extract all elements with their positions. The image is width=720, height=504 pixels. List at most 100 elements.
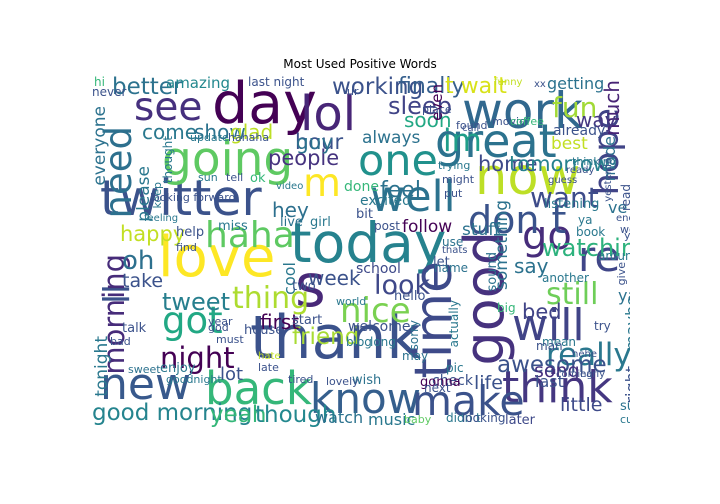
word-great: great	[435, 114, 557, 168]
word-never: never	[92, 85, 127, 99]
word-didn-t: didn t	[446, 411, 481, 425]
word-talk: talk	[122, 321, 147, 336]
word-come: come	[142, 120, 198, 144]
word-coffee: coffee	[510, 115, 544, 128]
word-lol: lol	[300, 86, 357, 142]
word-know: know	[310, 374, 421, 423]
word-already: already	[553, 123, 606, 139]
word-hahaha: hahaha	[228, 131, 270, 144]
word-watch: watch	[315, 408, 364, 427]
word-might: might	[442, 173, 475, 186]
word-cute: cute	[620, 413, 630, 426]
word-little: little	[560, 394, 603, 416]
word-last: last	[535, 372, 564, 391]
word-two: two	[292, 279, 316, 294]
word-got: got	[162, 299, 223, 342]
word-life: life	[474, 372, 503, 394]
word-listening: listening	[544, 197, 600, 212]
word-around: around	[598, 249, 630, 263]
word-glad: glad	[230, 120, 274, 144]
word-want: want	[530, 181, 599, 214]
word-make: make	[412, 377, 525, 425]
word-re: re	[578, 232, 621, 281]
word-show: show	[194, 120, 246, 144]
word-see: see	[134, 85, 203, 130]
word-sorry: sorry	[407, 320, 421, 351]
word-big: big	[497, 301, 516, 315]
word-sleep: sleep	[388, 92, 452, 120]
word-later: later	[505, 413, 536, 428]
word-miss: miss	[218, 219, 248, 234]
word-another: another	[542, 271, 589, 285]
word-night: night	[160, 341, 235, 375]
word-really: really	[546, 337, 630, 373]
word-look: look	[374, 270, 431, 301]
word-lot: lot	[220, 364, 244, 385]
word-enjoy: enjoy	[160, 361, 196, 376]
word-world: world	[336, 295, 367, 308]
word-thought: thought	[161, 136, 175, 184]
word-bed: bed	[522, 300, 562, 324]
word-girl: girl	[310, 215, 331, 230]
word-thing: thing	[232, 281, 310, 316]
word-yet: yet	[624, 229, 630, 242]
word-new: new	[100, 359, 191, 410]
word-tomorrow: tomorrow	[509, 152, 610, 176]
word-ok: ok	[250, 171, 266, 186]
word-guy: guy	[296, 130, 334, 154]
word-tired: tired	[288, 373, 314, 386]
word-must: must	[216, 333, 244, 346]
word-twitter: twitter	[100, 170, 262, 227]
word-ur: ur	[347, 85, 359, 98]
word-ya: ya	[578, 213, 593, 227]
word-happy: happy	[120, 222, 186, 246]
word-tell: tell	[226, 171, 244, 184]
word-funny: funny	[494, 77, 523, 88]
word-house: house	[244, 323, 284, 338]
word-sure: sure	[620, 399, 630, 414]
word-haha: haha	[205, 215, 295, 256]
word-thank: thank	[250, 303, 422, 373]
word-good-morning: good morning	[92, 400, 253, 426]
word-yeah: yeah	[210, 402, 267, 428]
word-don-t: don t	[468, 198, 567, 242]
word-im: im	[443, 123, 482, 159]
word-give: give	[615, 262, 628, 286]
word-update: update	[190, 131, 229, 144]
word-yay: yay	[618, 286, 630, 305]
word-working: working	[332, 76, 424, 100]
word-name: name	[434, 261, 469, 275]
word-though: though	[255, 402, 337, 428]
word-right: right	[622, 366, 630, 404]
word-song: song	[534, 360, 580, 382]
word-soon: soon	[404, 108, 452, 132]
word-god: god	[208, 321, 229, 334]
word-fun: fun	[552, 91, 598, 124]
word-bad: bad	[110, 335, 131, 348]
word-school: school	[356, 261, 401, 277]
word-looking: looking	[462, 411, 506, 425]
word-check: check	[432, 373, 473, 389]
word-xx: xx	[534, 79, 546, 90]
word-hate: hate	[258, 351, 281, 362]
word-welcome: welcome	[348, 319, 411, 335]
word-amazing: amazing	[166, 76, 231, 92]
word-feeling: feeling	[144, 213, 179, 224]
word-wow: wow	[620, 223, 630, 236]
word-place: place	[422, 103, 452, 116]
word-man: man	[536, 339, 563, 353]
word-post: post	[374, 219, 400, 233]
word-looking-forward: looking forward	[150, 191, 236, 204]
word-m: m	[303, 161, 341, 206]
word-nice: nice	[340, 291, 411, 331]
word-first: first	[260, 310, 300, 334]
word-live: live	[280, 215, 303, 230]
word-goodnight: goodnight	[166, 373, 222, 386]
word-call: call	[462, 123, 480, 134]
word-thats: thats	[442, 245, 468, 256]
word-tweet: tweet	[162, 288, 230, 316]
word-hey: hey	[272, 198, 309, 222]
word-done: done	[344, 179, 379, 195]
word-may: may	[402, 349, 429, 363]
word-mean: mean	[542, 335, 577, 349]
